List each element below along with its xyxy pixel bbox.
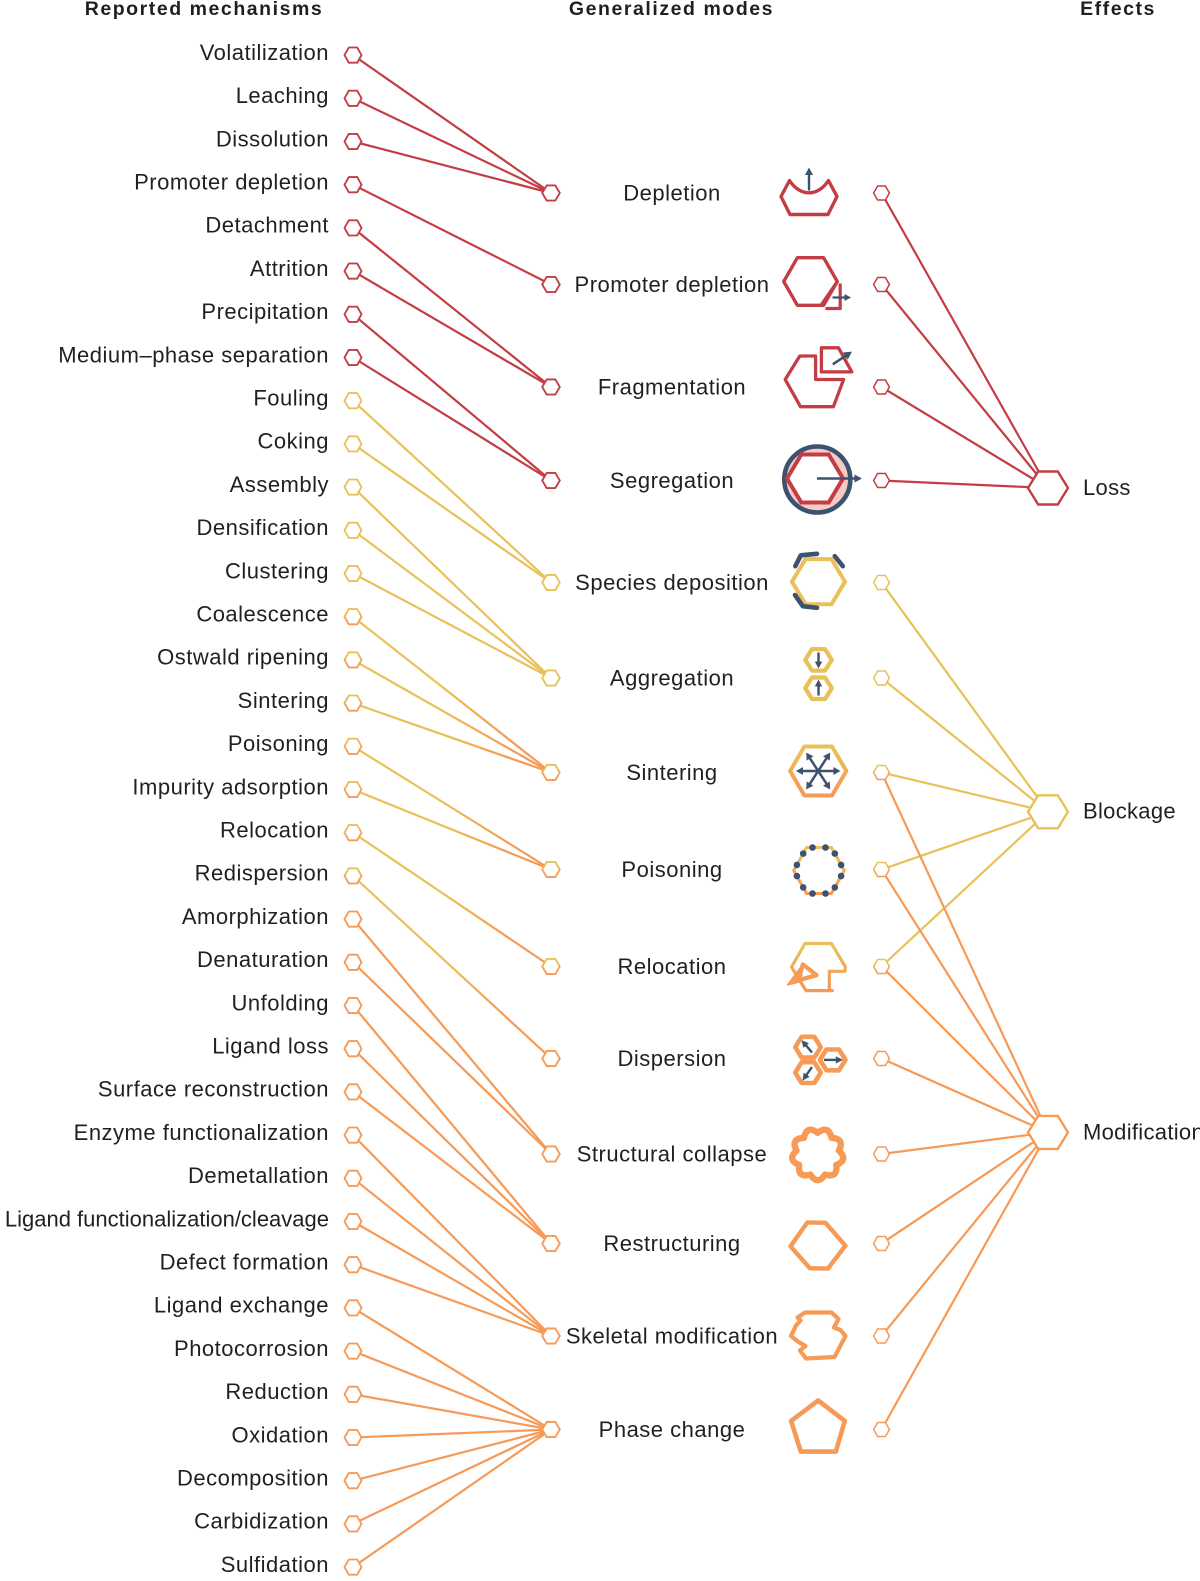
- svg-text:Poisoning: Poisoning: [228, 731, 329, 756]
- svg-text:Amorphization: Amorphization: [182, 904, 329, 929]
- svg-text:Structural collapse: Structural collapse: [577, 1141, 767, 1166]
- svg-text:Photocorrosion: Photocorrosion: [174, 1336, 329, 1361]
- svg-text:Clustering: Clustering: [225, 558, 329, 583]
- svg-text:Ligand loss: Ligand loss: [212, 1034, 329, 1059]
- svg-text:Restructuring: Restructuring: [603, 1231, 740, 1256]
- svg-text:Promoter depletion: Promoter depletion: [134, 170, 329, 195]
- svg-text:Oxidation: Oxidation: [232, 1422, 329, 1447]
- svg-text:Ligand functionalization/cleav: Ligand functionalization/cleavage: [5, 1206, 329, 1231]
- svg-text:Effects: Effects: [1080, 0, 1156, 20]
- svg-text:Coking: Coking: [258, 429, 329, 454]
- svg-text:Species deposition: Species deposition: [575, 570, 769, 595]
- svg-text:Defect formation: Defect formation: [160, 1250, 329, 1275]
- svg-text:Ostwald ripening: Ostwald ripening: [157, 645, 329, 670]
- svg-text:Enzyme functionalization: Enzyme functionalization: [74, 1120, 329, 1145]
- svg-text:Denaturation: Denaturation: [197, 947, 329, 972]
- svg-text:Carbidization: Carbidization: [194, 1509, 329, 1534]
- svg-text:Phase change: Phase change: [599, 1417, 746, 1442]
- svg-text:Decomposition: Decomposition: [177, 1466, 329, 1491]
- svg-text:Volatilization: Volatilization: [200, 40, 329, 65]
- svg-text:Loss: Loss: [1083, 475, 1131, 500]
- svg-text:Medium–phase separation: Medium–phase separation: [58, 342, 329, 367]
- svg-text:Attrition: Attrition: [250, 256, 329, 281]
- svg-text:Skeletal modification: Skeletal modification: [566, 1323, 778, 1348]
- svg-text:Dissolution: Dissolution: [216, 126, 329, 151]
- svg-text:Detachment: Detachment: [205, 213, 329, 238]
- svg-text:Reduction: Reduction: [225, 1379, 329, 1404]
- svg-text:Blockage: Blockage: [1083, 799, 1176, 824]
- svg-text:Surface reconstruction: Surface reconstruction: [98, 1077, 329, 1102]
- svg-text:Modification: Modification: [1083, 1119, 1200, 1144]
- svg-text:Unfolding: Unfolding: [232, 990, 329, 1015]
- svg-text:Dispersion: Dispersion: [618, 1046, 727, 1071]
- svg-text:Reported mechanisms: Reported mechanisms: [85, 0, 324, 20]
- svg-text:Demetallation: Demetallation: [188, 1163, 329, 1188]
- svg-text:Ligand exchange: Ligand exchange: [154, 1293, 329, 1318]
- svg-text:Fouling: Fouling: [253, 386, 329, 411]
- svg-text:Assembly: Assembly: [230, 472, 329, 497]
- svg-text:Coalescence: Coalescence: [196, 602, 329, 627]
- svg-text:Precipitation: Precipitation: [201, 299, 329, 324]
- svg-text:Leaching: Leaching: [236, 83, 329, 108]
- svg-text:Fragmentation: Fragmentation: [598, 374, 746, 399]
- svg-text:Impurity adsorption: Impurity adsorption: [132, 774, 329, 799]
- svg-text:Densification: Densification: [197, 515, 329, 540]
- svg-text:Redispersion: Redispersion: [195, 861, 329, 886]
- svg-text:Depletion: Depletion: [623, 180, 720, 205]
- svg-text:Segregation: Segregation: [610, 468, 734, 493]
- svg-text:Relocation: Relocation: [618, 954, 727, 979]
- svg-text:Aggregation: Aggregation: [610, 665, 734, 690]
- svg-text:Generalized modes: Generalized modes: [569, 0, 774, 20]
- svg-text:Relocation: Relocation: [220, 818, 329, 843]
- svg-text:Sintering: Sintering: [626, 760, 717, 785]
- svg-text:Promoter depletion: Promoter depletion: [575, 272, 770, 297]
- svg-text:Poisoning: Poisoning: [621, 857, 722, 882]
- svg-text:Sintering: Sintering: [238, 688, 329, 713]
- svg-text:Sulfidation: Sulfidation: [221, 1552, 329, 1576]
